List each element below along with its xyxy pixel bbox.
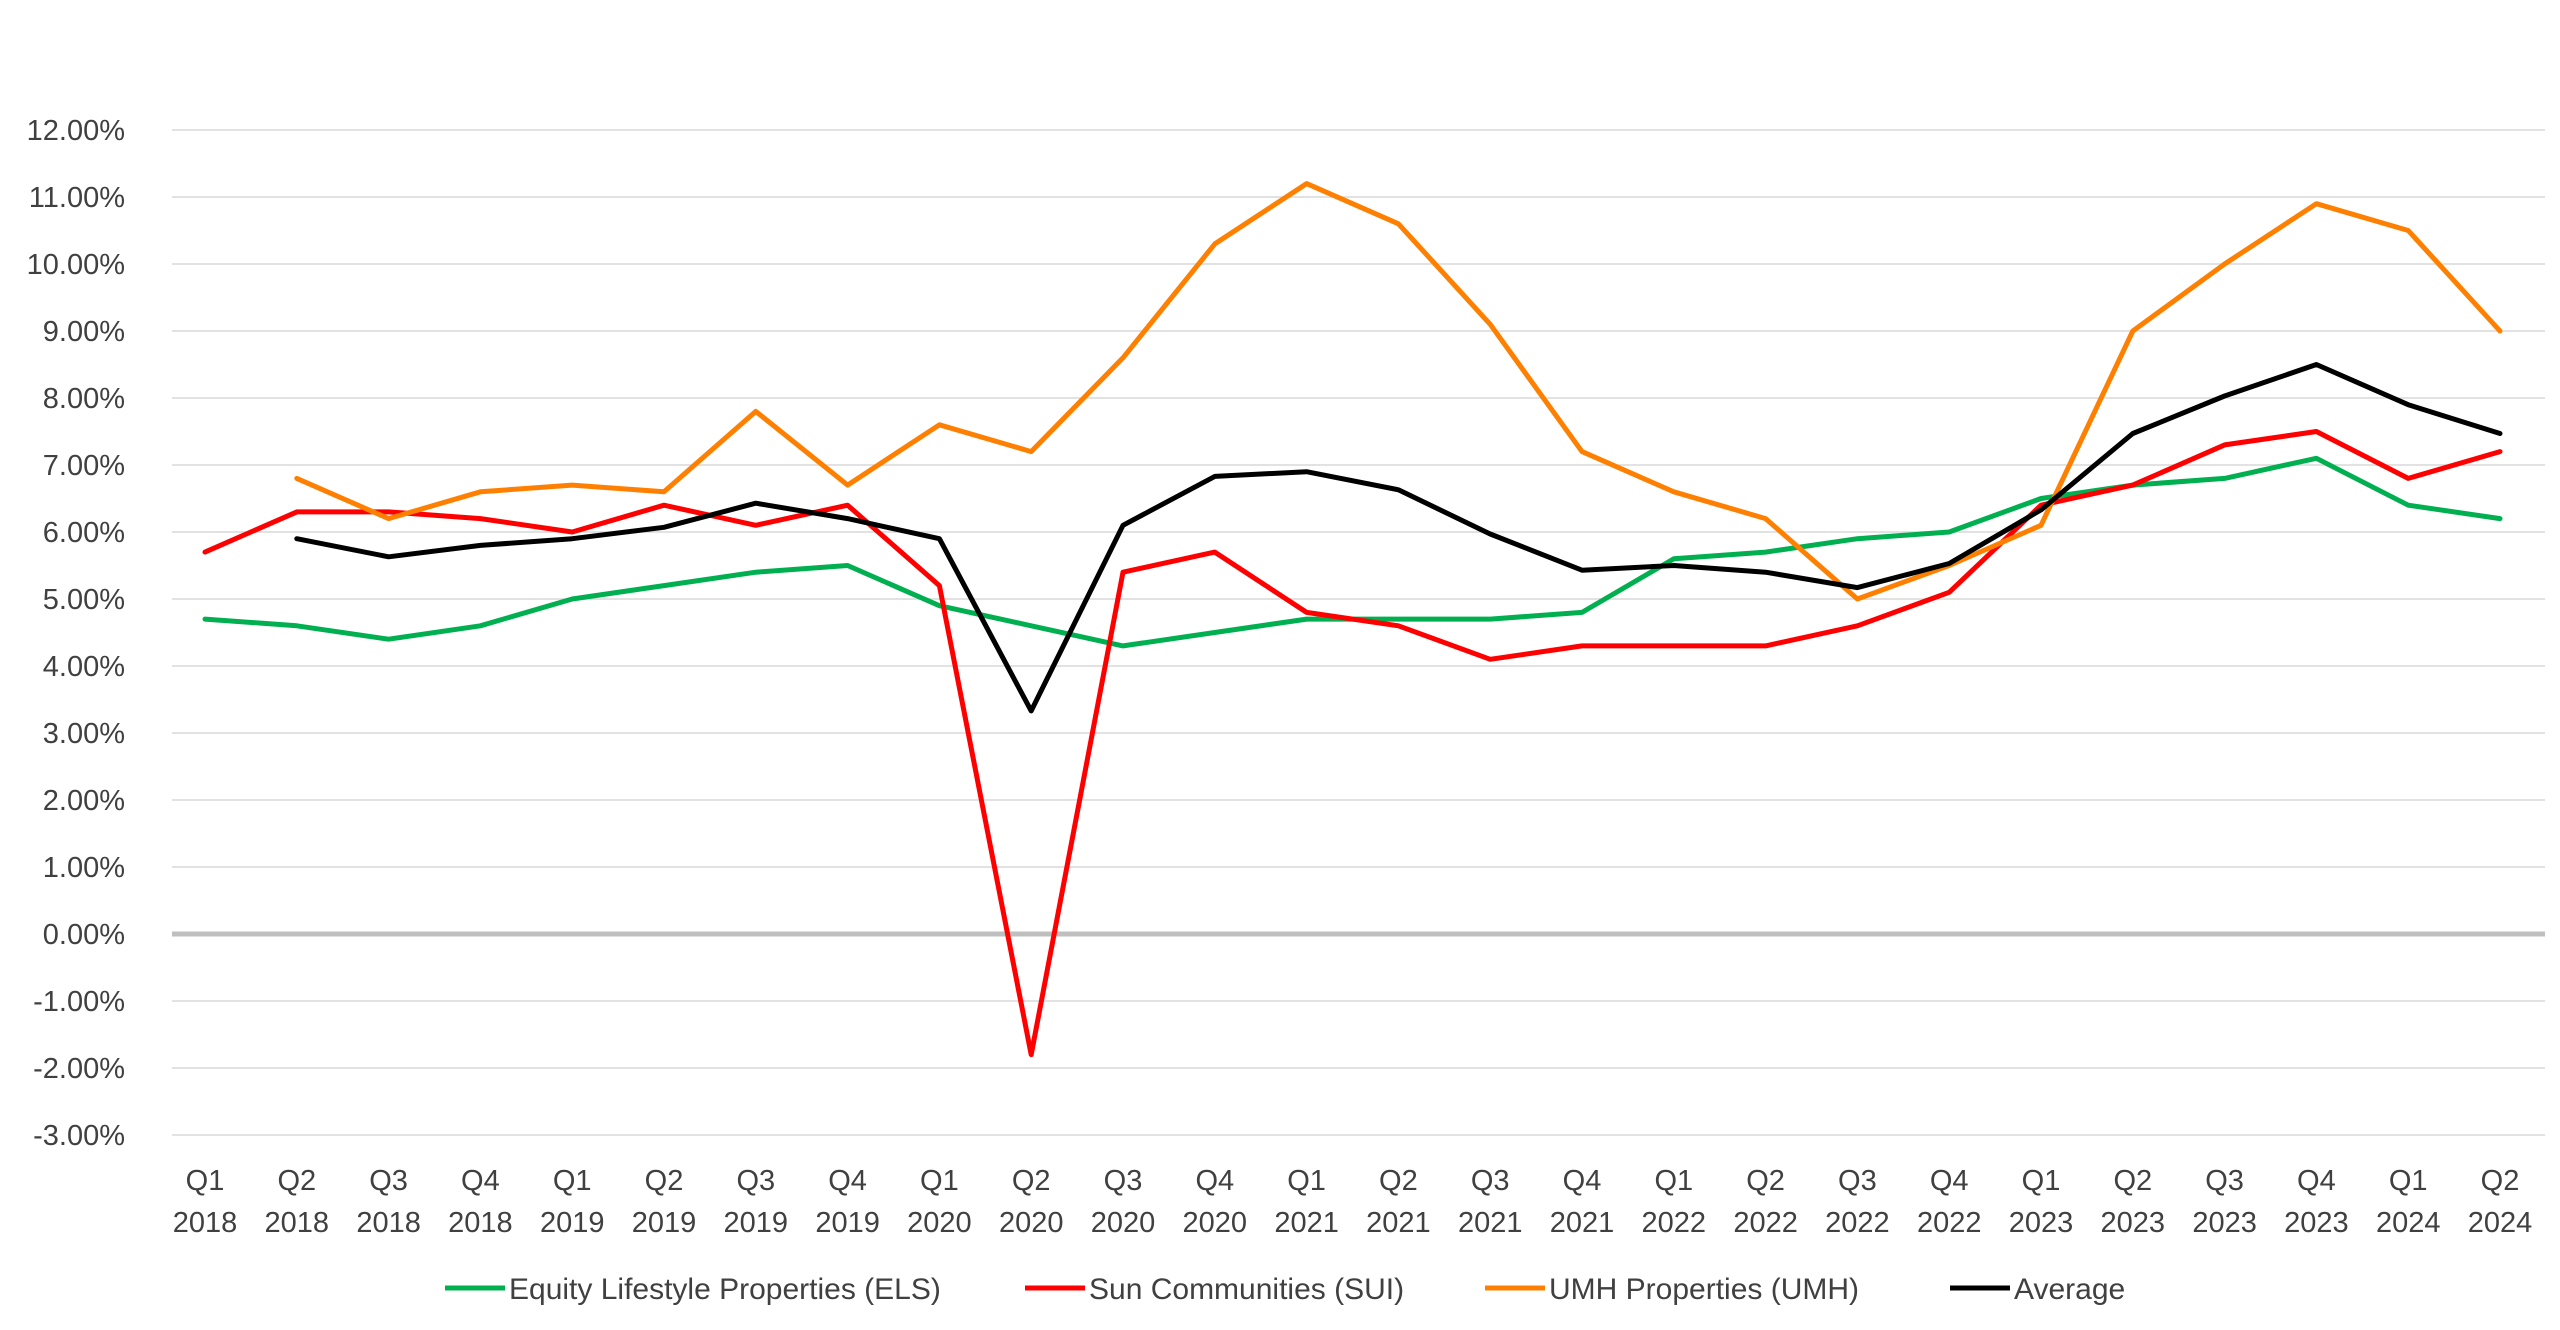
x-tick-label-year: 2020 bbox=[1091, 1207, 1156, 1239]
x-tick-label-year: 2023 bbox=[2192, 1207, 2257, 1239]
y-tick-label: 5.00% bbox=[43, 584, 125, 616]
x-tick-label-quarter: Q2 bbox=[2113, 1165, 2152, 1197]
x-tick-label-year: 2021 bbox=[1458, 1207, 1523, 1239]
x-tick-label-year: 2019 bbox=[724, 1207, 789, 1239]
x-tick-label-quarter: Q4 bbox=[2297, 1165, 2336, 1197]
x-tick-label-quarter: Q2 bbox=[1379, 1165, 1418, 1197]
legend-label: Sun Communities (SUI) bbox=[1089, 1273, 1404, 1306]
legend-label: Average bbox=[2014, 1273, 2125, 1306]
series-lines bbox=[202, 181, 2503, 1058]
gridlines bbox=[172, 129, 2545, 1136]
y-tick-label: 6.00% bbox=[43, 517, 125, 549]
x-tick-label-year: 2022 bbox=[1642, 1207, 1707, 1239]
y-tick-label: 10.00% bbox=[27, 249, 125, 281]
y-tick-label: 11.00% bbox=[29, 182, 125, 214]
x-tick-label-year: 2018 bbox=[356, 1207, 421, 1239]
x-tick-label-quarter: Q2 bbox=[1746, 1165, 1785, 1197]
x-tick-label-quarter: Q4 bbox=[1195, 1165, 1234, 1197]
x-tick-label-year: 2019 bbox=[815, 1207, 880, 1239]
y-tick-label: 9.00% bbox=[43, 316, 125, 348]
x-tick-label-quarter: Q3 bbox=[1104, 1165, 1143, 1197]
x-tick-label-year: 2023 bbox=[2009, 1207, 2074, 1239]
y-tick-label: -3.00% bbox=[33, 1120, 125, 1152]
x-tick-label-quarter: Q2 bbox=[2481, 1165, 2520, 1197]
x-tick-label-quarter: Q4 bbox=[1563, 1165, 1602, 1197]
x-tick-label-quarter: Q3 bbox=[1838, 1165, 1877, 1197]
y-axis-ticks: 12.00% 11.00% 10.00% 9.00% 8.00% 7.00% 6.00% 5.… bbox=[27, 115, 125, 1152]
x-tick-label-quarter: Q2 bbox=[645, 1165, 684, 1197]
x-tick-label-year: 2019 bbox=[632, 1207, 697, 1239]
legend-label: Equity Lifestyle Properties (ELS) bbox=[509, 1273, 941, 1306]
x-tick-label-quarter: Q4 bbox=[1930, 1165, 1969, 1197]
x-tick-label-quarter: Q4 bbox=[461, 1165, 500, 1197]
x-tick-label-year: 2018 bbox=[173, 1207, 238, 1239]
x-tick-label-quarter: Q2 bbox=[277, 1165, 316, 1197]
x-tick-label-year: 2022 bbox=[1825, 1207, 1890, 1239]
legend: Equity Lifestyle Properties (ELS) Sun Com… bbox=[445, 1273, 2125, 1306]
series-line-3 bbox=[294, 181, 2503, 602]
x-tick-label-year: 2021 bbox=[1550, 1207, 1615, 1239]
x-tick-label-year: 2018 bbox=[448, 1207, 513, 1239]
x-tick-label-year: 2022 bbox=[1733, 1207, 1798, 1239]
y-tick-label: 3.00% bbox=[43, 718, 125, 750]
x-tick-label-year: 2018 bbox=[265, 1207, 330, 1239]
x-tick-label-quarter: Q1 bbox=[553, 1165, 592, 1197]
x-axis-ticks: Q1 2018 Q2 2018 Q3 2018 Q4 2018 Q1 2019 Q2 2019 Q3 20… bbox=[173, 1165, 2533, 1239]
x-tick-label-year: 2024 bbox=[2376, 1207, 2441, 1239]
y-tick-label: 0.00% bbox=[43, 919, 125, 951]
x-tick-label-year: 2020 bbox=[907, 1207, 972, 1239]
x-tick-label-quarter: Q3 bbox=[2205, 1165, 2244, 1197]
y-tick-label: 12.00% bbox=[27, 115, 125, 147]
x-tick-label-quarter: Q1 bbox=[2389, 1165, 2428, 1197]
y-tick-label: 4.00% bbox=[43, 651, 125, 683]
y-tick-label: -1.00% bbox=[33, 986, 125, 1018]
y-tick-label: 7.00% bbox=[43, 450, 125, 482]
legend-label: UMH Properties (UMH) bbox=[1549, 1273, 1859, 1306]
y-tick-label: 1.00% bbox=[43, 852, 125, 884]
x-tick-label-quarter: Q4 bbox=[828, 1165, 867, 1197]
x-tick-label-year: 2021 bbox=[1366, 1207, 1431, 1239]
x-tick-label-year: 2023 bbox=[2284, 1207, 2349, 1239]
x-tick-label-quarter: Q1 bbox=[2022, 1165, 2061, 1197]
x-tick-label-quarter: Q3 bbox=[369, 1165, 408, 1197]
series-line-4 bbox=[294, 362, 2503, 714]
y-tick-label: 8.00% bbox=[43, 383, 125, 415]
x-tick-label-quarter: Q3 bbox=[736, 1165, 775, 1197]
x-tick-label-year: 2020 bbox=[1183, 1207, 1248, 1239]
x-tick-label-year: 2019 bbox=[540, 1207, 605, 1239]
x-tick-label-year: 2021 bbox=[1274, 1207, 1339, 1239]
x-tick-label-year: 2020 bbox=[999, 1207, 1064, 1239]
x-tick-label-quarter: Q1 bbox=[1654, 1165, 1693, 1197]
x-tick-label-quarter: Q3 bbox=[1471, 1165, 1510, 1197]
x-tick-label-quarter: Q1 bbox=[1287, 1165, 1326, 1197]
x-tick-label-year: 2023 bbox=[2101, 1207, 2166, 1239]
y-tick-label: 2.00% bbox=[43, 785, 125, 817]
x-tick-label-quarter: Q1 bbox=[186, 1165, 225, 1197]
series-line-2 bbox=[202, 429, 2503, 1058]
x-tick-label-year: 2024 bbox=[2468, 1207, 2533, 1239]
x-tick-label-year: 2022 bbox=[1917, 1207, 1982, 1239]
x-tick-label-quarter: Q2 bbox=[1012, 1165, 1051, 1197]
x-tick-label-quarter: Q1 bbox=[920, 1165, 959, 1197]
y-tick-label: -2.00% bbox=[33, 1053, 125, 1085]
